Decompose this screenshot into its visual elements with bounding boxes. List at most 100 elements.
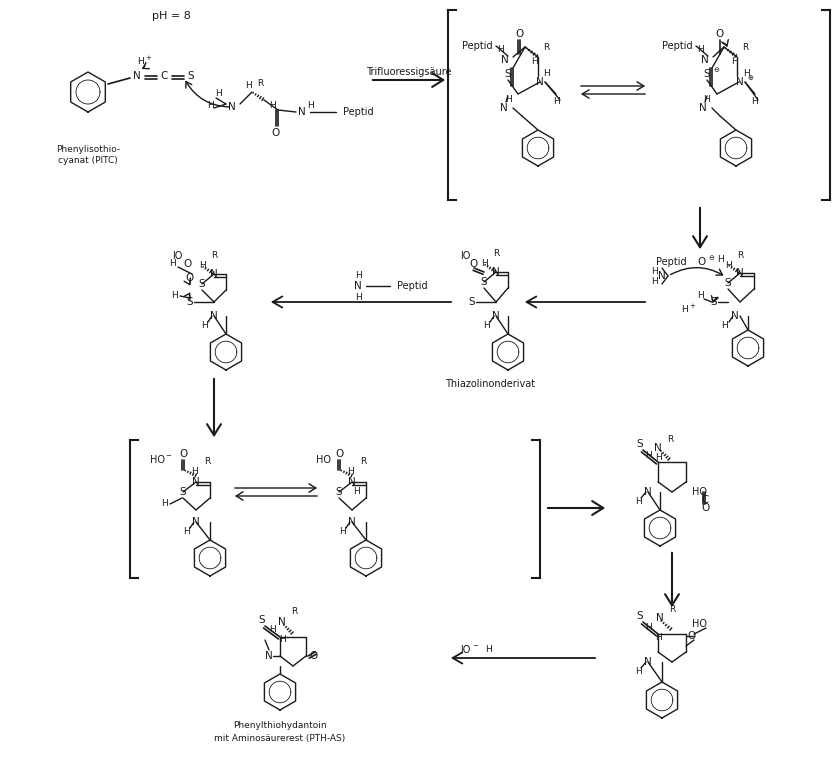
Text: S: S <box>469 297 475 307</box>
Text: R: R <box>257 80 263 88</box>
Text: S: S <box>704 69 711 79</box>
Text: N: N <box>492 267 500 277</box>
Text: H: H <box>532 58 538 67</box>
Text: R: R <box>204 458 210 466</box>
Text: N: N <box>501 55 509 65</box>
Text: N: N <box>133 71 141 81</box>
Text: H: H <box>656 453 663 462</box>
Text: H: H <box>171 292 178 300</box>
Text: O: O <box>272 128 280 138</box>
Text: H: H <box>725 260 732 270</box>
Text: H: H <box>656 634 663 643</box>
Text: R: R <box>667 435 673 445</box>
Text: S: S <box>336 487 343 497</box>
Text: O: O <box>716 29 724 39</box>
Text: S: S <box>637 611 643 621</box>
Text: +: + <box>689 303 695 309</box>
Text: H: H <box>717 256 724 264</box>
Text: H: H <box>269 625 276 634</box>
Text: H: H <box>644 452 651 461</box>
Text: N: N <box>500 103 508 113</box>
Text: H: H <box>483 322 490 330</box>
Text: Peptid: Peptid <box>462 41 492 51</box>
Text: S: S <box>711 297 717 307</box>
Text: Peptid: Peptid <box>343 107 374 117</box>
Text: N: N <box>736 268 744 278</box>
Text: H: H <box>704 95 711 104</box>
Text: N: N <box>644 657 652 667</box>
Text: N: N <box>192 477 200 487</box>
Text: O: O <box>310 651 318 661</box>
Text: H: H <box>160 499 167 508</box>
Text: O: O <box>336 449 344 459</box>
Text: H: H <box>505 95 512 104</box>
Text: pH = 8: pH = 8 <box>152 11 191 21</box>
Text: H: H <box>644 624 651 633</box>
Text: R: R <box>493 250 499 259</box>
Text: H: H <box>353 488 360 496</box>
Text: H: H <box>496 45 503 55</box>
Text: H: H <box>543 69 550 78</box>
Text: lO: lO <box>459 251 470 261</box>
Text: H: H <box>553 98 559 107</box>
Text: N: N <box>348 477 356 487</box>
Text: N: N <box>210 269 218 279</box>
Text: N: N <box>644 487 652 497</box>
Text: S: S <box>725 278 732 288</box>
Text: Phenylthiohydantoin: Phenylthiohydantoin <box>234 721 327 730</box>
Text: N: N <box>192 517 200 527</box>
Text: N: N <box>298 107 306 117</box>
Text: H: H <box>339 528 345 537</box>
Text: Phenylisothio-
cyanat (PITC): Phenylisothio- cyanat (PITC) <box>56 145 120 164</box>
Text: H: H <box>269 101 276 111</box>
Text: H: H <box>182 528 189 537</box>
Text: HO: HO <box>150 455 165 465</box>
Text: H: H <box>354 293 361 302</box>
Text: ⊕: ⊕ <box>747 75 753 81</box>
Text: H: H <box>485 645 491 654</box>
Text: N: N <box>354 281 362 291</box>
Text: C: C <box>160 71 168 81</box>
Text: O: O <box>186 273 194 283</box>
Text: Thiazolinonderivat: Thiazolinonderivat <box>445 379 535 389</box>
Text: O: O <box>701 503 709 513</box>
Text: R: R <box>291 607 297 617</box>
Text: S: S <box>186 297 193 307</box>
Text: HO: HO <box>316 455 331 465</box>
Text: lO: lO <box>172 251 182 261</box>
Text: H: H <box>215 90 222 98</box>
Text: N: N <box>736 77 744 87</box>
Text: H: H <box>169 260 176 269</box>
Text: H: H <box>635 667 642 677</box>
Text: lO: lO <box>459 645 470 655</box>
Text: S: S <box>480 277 487 287</box>
Text: H: H <box>347 468 354 476</box>
Text: O: O <box>688 631 696 641</box>
Text: H: H <box>307 101 313 110</box>
Text: N: N <box>701 55 709 65</box>
Text: −: − <box>165 453 171 459</box>
Text: S: S <box>187 71 194 81</box>
Text: H: H <box>680 306 687 315</box>
Text: −: − <box>472 643 478 649</box>
Text: Trifluoressigsäure: Trifluoressigsäure <box>366 67 452 77</box>
Text: H: H <box>722 322 728 330</box>
Text: R: R <box>211 251 217 260</box>
Text: mit Aminosäurerest (PTH-AS): mit Aminosäurerest (PTH-AS) <box>214 733 345 743</box>
Text: ⊖: ⊖ <box>713 67 719 73</box>
Text: N: N <box>731 311 739 321</box>
Text: N: N <box>536 77 543 87</box>
Text: R: R <box>543 44 549 52</box>
Text: N: N <box>348 517 356 527</box>
Text: Peptid: Peptid <box>656 257 686 267</box>
Text: C: C <box>701 495 709 505</box>
Text: Peptid: Peptid <box>662 41 693 51</box>
Text: S: S <box>199 279 205 289</box>
Text: H: H <box>198 261 205 270</box>
Text: H: H <box>752 98 759 107</box>
Text: N: N <box>654 443 662 453</box>
Text: H: H <box>207 101 213 111</box>
Text: N: N <box>658 271 666 281</box>
Text: O: O <box>180 449 188 459</box>
Text: S: S <box>505 69 512 79</box>
